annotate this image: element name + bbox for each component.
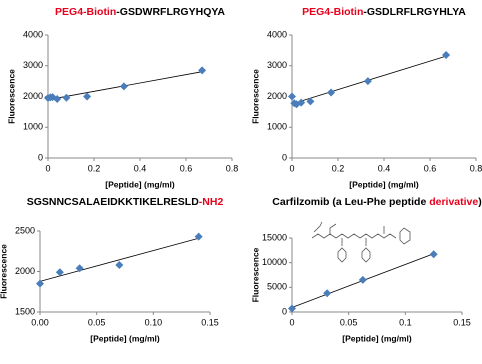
y-tick-label: 3000 (267, 60, 287, 70)
x-axis-title: [Peptide] (mg/ml) (105, 179, 175, 189)
x-axis-title: [Peptide] (mg/ml) (342, 333, 412, 343)
x-tick-label: 0.15 (201, 317, 219, 327)
y-tick-label: 5000 (267, 282, 287, 292)
chart-title: Carfilzomib (a Leu-Phe peptide derivativ… (272, 196, 481, 208)
title-part: -NH2 (199, 196, 224, 208)
x-tick-label: 0.15 (453, 317, 471, 327)
point (198, 66, 207, 75)
y-tick-label: 4000 (267, 29, 287, 39)
point (194, 232, 203, 241)
point (306, 97, 315, 106)
x-tick-label: 0.1 (399, 317, 412, 327)
point (53, 94, 62, 103)
y-tick-label: 3000 (23, 60, 43, 70)
x-axis-title: [Peptide] (mg/ml) (90, 333, 160, 343)
x-tick-label: 0.2 (88, 163, 101, 173)
title-part: SGSNNCSALAEIDKKTIKELRESLD (27, 196, 200, 208)
x-tick-label: 0.6 (424, 163, 437, 173)
y-axis-title: Fluorescence (250, 69, 260, 124)
chart-title: PEG4-Biotin-GSDLRFLRGYHLYA (302, 6, 466, 18)
point (55, 268, 64, 277)
y-tick-label: 2000 (23, 91, 43, 101)
y-tick-label: 0 (282, 306, 287, 316)
title-part: Carfilzomib (a Leu-Phe peptide (272, 196, 429, 208)
y-tick-label: 4000 (23, 29, 43, 39)
point (119, 82, 128, 91)
chart-title: PEG4-Biotin-GSDWRFLRGYHQYA (55, 6, 225, 18)
x-tick-label: 0.10 (145, 317, 163, 327)
title-part: -GSDWRFLRGYHQYA (116, 6, 225, 18)
x-tick-label: 0 (289, 317, 294, 327)
y-tick-label: 1000 (23, 122, 43, 132)
point (62, 93, 71, 102)
x-tick-label: 0.05 (340, 317, 358, 327)
y-tick-label: 2500 (15, 225, 35, 235)
y-tick-label: 0 (38, 152, 43, 162)
x-tick-label: 0 (289, 163, 294, 173)
title-part: PEG4-Biotin (302, 6, 363, 18)
x-tick-label: 0.4 (378, 163, 391, 173)
point (323, 289, 332, 298)
point (115, 261, 124, 270)
y-axis-title: Fluorescence (6, 69, 16, 124)
point (288, 304, 296, 313)
point (297, 98, 306, 107)
x-tick-label: 0.6 (180, 163, 193, 173)
y-tick-label: 15000 (262, 232, 287, 242)
title-part: ) (478, 196, 482, 208)
y-tick-label: 2000 (15, 266, 35, 276)
x-tick-label: 0.2 (332, 163, 345, 173)
title-part: -GSDLRFLRGYHLYA (363, 6, 466, 18)
y-tick-label: 1000 (267, 122, 287, 132)
x-tick-label: 0.00 (31, 317, 49, 327)
point (442, 50, 451, 59)
point (358, 275, 367, 284)
x-axis-title: [Peptide] (mg/ml) (349, 179, 419, 189)
y-tick-label: 10000 (262, 257, 287, 267)
point (363, 77, 372, 86)
point (83, 92, 92, 101)
x-tick-label: 0.05 (88, 317, 106, 327)
x-tick-label: 0.8 (470, 163, 482, 173)
point (327, 88, 336, 97)
title-part: PEG4-Biotin (55, 6, 116, 18)
x-tick-label: 0.8 (226, 163, 239, 173)
point (288, 92, 296, 101)
y-tick-label: 2000 (267, 91, 287, 101)
title-part: derivative (429, 196, 478, 208)
x-tick-label: 0.4 (134, 163, 147, 173)
y-tick-label: 0 (282, 152, 287, 162)
y-tick-label: 1500 (15, 306, 35, 316)
chart-title: SGSNNCSALAEIDKKTIKELRESLD-NH2 (27, 196, 224, 208)
trendline (39, 237, 199, 282)
x-tick-label: 0 (45, 163, 50, 173)
point (36, 279, 44, 288)
y-axis-title: Fluorescence (0, 244, 8, 299)
point (75, 264, 84, 273)
y-axis-title: Fluorescence (250, 247, 260, 302)
point (429, 250, 438, 259)
chemical-structure (311, 221, 411, 263)
